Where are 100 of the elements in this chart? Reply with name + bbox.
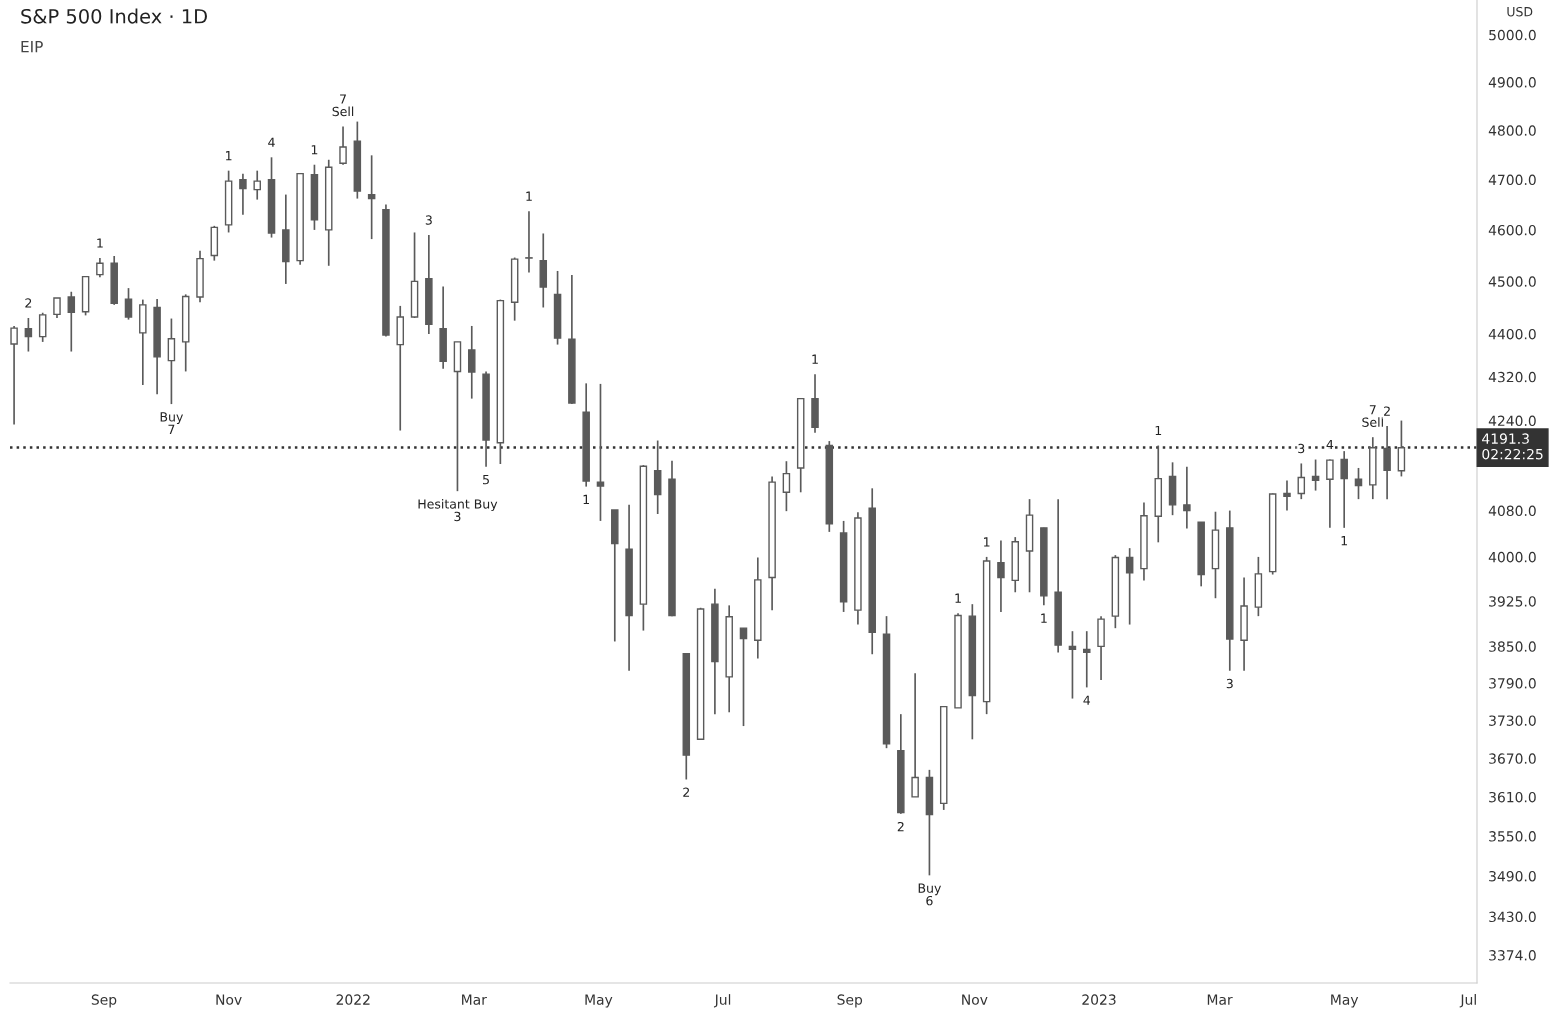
ref-line-label: 4191.3 02:22:25	[1482, 433, 1543, 460]
candlestick	[911, 672, 919, 798]
candlestick	[739, 627, 748, 727]
annotation: 7	[168, 424, 175, 434]
candlestick	[1068, 630, 1077, 700]
annotation: 1	[1155, 425, 1162, 436]
y-tick-label: 4080.0	[1488, 505, 1536, 517]
y-tick-label: 3550.0	[1489, 831, 1536, 842]
x-tick-label: May	[585, 994, 613, 1008]
y-tick-label: 4320.0	[1488, 371, 1536, 383]
x-tick-label: Jul	[713, 994, 731, 1008]
candlestick	[239, 172, 247, 216]
y-tick-label: 3430.0	[1489, 911, 1536, 923]
annotation: 3	[425, 215, 432, 225]
annotation: 1	[583, 494, 589, 504]
candlestick	[253, 169, 261, 201]
y-axis-title: USD	[1507, 6, 1533, 17]
y-tick-label: 3925.0	[1489, 596, 1536, 607]
x-tick-label: 2022	[336, 994, 370, 1005]
annotation: 1	[1341, 536, 1348, 546]
x-tick-label: Nov	[962, 994, 988, 1005]
x-tick-label: Sep	[91, 994, 117, 1008]
y-tick-label: 4500.0	[1488, 276, 1536, 287]
annotation: 3	[1298, 443, 1305, 454]
candlestick	[1125, 547, 1134, 626]
annotation: 6	[926, 895, 933, 906]
annotation: 1	[97, 238, 103, 248]
candlestick	[653, 439, 662, 515]
candlestick	[10, 325, 18, 426]
candlestick	[124, 287, 133, 321]
annotation: 1	[226, 151, 232, 161]
candlestick	[38, 311, 47, 343]
x-tick-label: Mar	[462, 994, 487, 1005]
annotation: 1	[812, 354, 818, 364]
annotation: 3	[1226, 678, 1233, 689]
chart-title: S&P 500 Index · 1D	[21, 8, 207, 24]
candlestick	[167, 317, 176, 405]
y-tick-label: 4400.0	[1488, 328, 1536, 340]
y-tick-label: 4800.0	[1488, 125, 1536, 136]
x-tick-label: Jul	[1459, 994, 1476, 1008]
candlestick	[339, 125, 347, 166]
y-tick-label: 3670.0	[1489, 753, 1536, 764]
candlestick	[67, 290, 76, 353]
candlestick	[53, 297, 61, 319]
annotation: Sell	[1362, 417, 1383, 427]
x-tick-label: Sep	[837, 994, 863, 1008]
annotation: 2	[897, 821, 904, 832]
y-tick-label: 3850.0	[1489, 641, 1536, 652]
y-tick-label: 3610.0	[1489, 791, 1536, 803]
y-tick-label: 3374.0	[1489, 950, 1536, 961]
text: EIP	[21, 41, 43, 53]
y-tick-label: 3490.0	[1489, 870, 1536, 882]
candlestick	[525, 210, 533, 274]
annotation: Buy	[160, 412, 183, 425]
candlestick	[467, 325, 476, 400]
candlestick	[24, 317, 33, 353]
annotation: 4	[1326, 439, 1334, 450]
annotation: Hesitant Buy	[418, 499, 498, 512]
annotation: 4	[1083, 695, 1091, 705]
annotation: 1	[955, 593, 961, 603]
candlestick	[1311, 458, 1320, 492]
annotation: 1	[1041, 613, 1047, 623]
annotation: 2	[25, 298, 32, 308]
x-tick-label: Nov	[216, 994, 242, 1005]
candlestick	[1297, 462, 1306, 500]
candlestick	[367, 154, 376, 240]
candlestick	[1383, 425, 1391, 500]
y-tick-label: 4000.0	[1488, 551, 1536, 563]
annotation: 5	[483, 475, 489, 485]
annotation: 7	[1369, 405, 1376, 415]
candlestick	[1340, 450, 1348, 529]
candlestick	[782, 460, 791, 512]
candlestick	[1183, 465, 1191, 530]
annotation: 7	[340, 94, 346, 104]
candlestick	[1082, 630, 1091, 689]
x-tick-label: Mar	[1207, 994, 1233, 1005]
annotation: 2	[1384, 406, 1390, 416]
y-tick-label: 4700.0	[1488, 174, 1536, 186]
annotation: 1	[311, 145, 318, 155]
annotation: Buy	[918, 883, 941, 896]
annotation: Sell	[332, 106, 354, 117]
y-tick-label: 3730.0	[1489, 715, 1536, 726]
x-tick-label: 2023	[1082, 994, 1116, 1005]
candlestick	[1397, 419, 1406, 478]
y-tick-label: 3790.0	[1489, 678, 1536, 689]
candlestick	[596, 383, 605, 522]
annotation: 3	[454, 511, 461, 522]
annotation: 2	[683, 787, 690, 797]
y-tick-label: 4240.0	[1488, 415, 1536, 427]
annotation: 1	[526, 191, 532, 201]
annotation: 1	[984, 537, 990, 547]
y-tick-label: 4600.0	[1488, 224, 1536, 236]
y-tick-label: 4900.0	[1488, 77, 1536, 88]
y-tick-label: 5000.0	[1489, 29, 1536, 41]
annotation: 4	[268, 137, 275, 147]
x-tick-label: May	[1331, 994, 1359, 1008]
candlestick	[96, 257, 104, 279]
candlestick	[1283, 479, 1291, 512]
candlestick	[997, 539, 1005, 613]
candlestick	[1326, 458, 1334, 529]
